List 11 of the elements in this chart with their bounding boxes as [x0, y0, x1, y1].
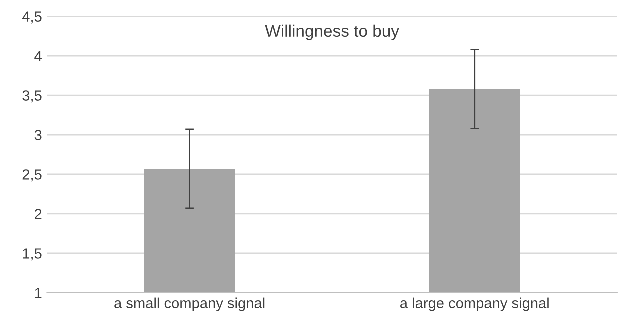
chart-title: Willingness to buy: [265, 24, 400, 40]
y-tick-label: 2,5: [22, 170, 42, 182]
x-tick-label: a small company signal: [114, 298, 265, 312]
y-tick-label: 3: [34, 130, 42, 140]
x-tick-label: a large company signal: [400, 298, 549, 312]
y-tick-label: 3,5: [22, 90, 42, 103]
y-tick-label: 2: [35, 209, 42, 220]
y-tick-label: 1,5: [23, 248, 42, 261]
y-tick-label: 1: [35, 288, 42, 298]
y-tick-label: 4,5: [22, 12, 42, 24]
y-tick-label: 4: [34, 51, 42, 62]
